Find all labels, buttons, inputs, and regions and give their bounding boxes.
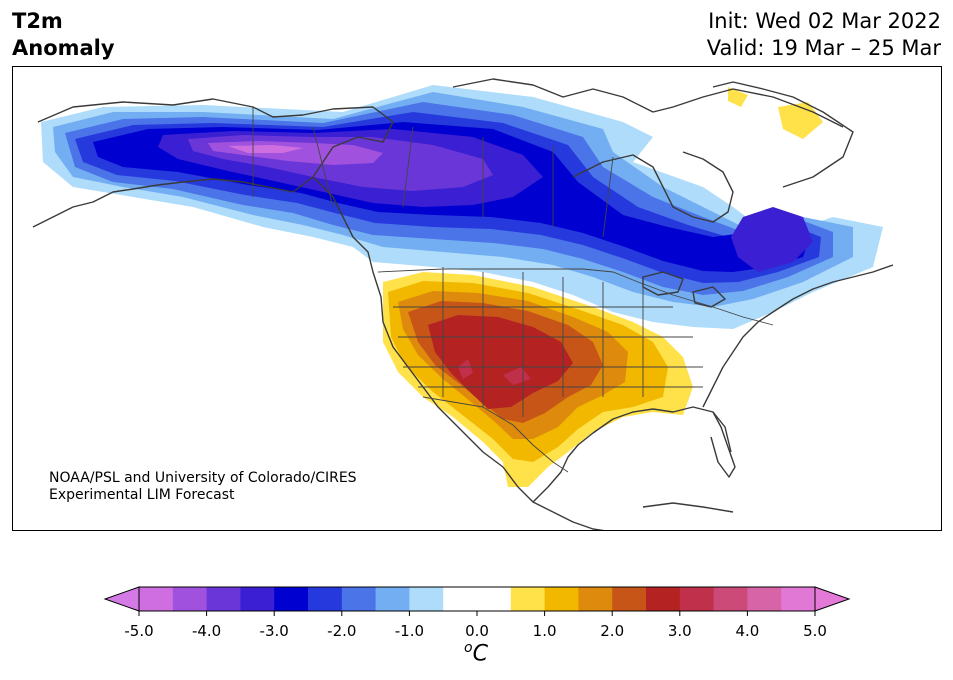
colorbar-segment bbox=[612, 587, 647, 611]
colorbar-segment bbox=[341, 587, 377, 611]
init-date: Init: Wed 02 Mar 2022 bbox=[708, 9, 941, 33]
colorbar-segment bbox=[375, 587, 410, 611]
unit-base: C bbox=[472, 641, 488, 667]
warm-core bbox=[458, 359, 473, 379]
colorbar-segment bbox=[713, 587, 748, 611]
colorbar-extend-low bbox=[103, 586, 140, 612]
arctic-islands bbox=[452, 78, 844, 128]
credit-text: NOAA/PSL and University of Colorado/CIRE… bbox=[49, 470, 357, 504]
cold-core bbox=[228, 145, 303, 153]
colorbar-segment bbox=[646, 587, 681, 611]
colorbar-segment bbox=[781, 587, 816, 611]
warm-anomaly-shading bbox=[383, 87, 823, 487]
florida bbox=[710, 411, 736, 478]
atlantic-coast bbox=[702, 264, 894, 408]
alaska-coast bbox=[32, 98, 394, 228]
colorbar-extend-high bbox=[814, 586, 851, 612]
colorbar-unit: oC bbox=[464, 640, 488, 666]
us-canada-border bbox=[377, 268, 774, 326]
colorbar-tick-label: 3.0 bbox=[667, 622, 692, 640]
political-borders bbox=[252, 107, 774, 473]
colorbar-segment bbox=[240, 587, 275, 611]
colorbar-segment bbox=[544, 587, 579, 611]
colorbar-segment bbox=[443, 587, 478, 611]
colorbar-segment bbox=[510, 587, 546, 611]
colorbar-segment bbox=[679, 587, 715, 611]
caribbean bbox=[642, 502, 734, 513]
credit-line-1: NOAA/PSL and University of Colorado/CIRE… bbox=[49, 470, 357, 486]
colorbar-tick-label: -5.0 bbox=[124, 622, 154, 640]
map-title: T2m Anomaly bbox=[12, 8, 115, 62]
warm-core-2 bbox=[503, 367, 531, 385]
province-lines bbox=[252, 107, 614, 238]
warm-greenland bbox=[728, 87, 748, 107]
forecast-info: Init: Wed 02 Mar 2022 Valid: 19 Mar – 25… bbox=[707, 8, 941, 62]
credit-line-2: Experimental LIM Forecast bbox=[49, 487, 235, 503]
valid-period: Valid: 19 Mar – 25 Mar bbox=[706, 36, 941, 60]
title-line-1: T2m bbox=[12, 9, 63, 33]
colorbar-tick-label: 2.0 bbox=[600, 622, 625, 640]
mexico-coast bbox=[552, 511, 605, 530]
hudson-bay bbox=[572, 151, 734, 223]
gulf-coast bbox=[532, 406, 732, 503]
warm-band-5 bbox=[428, 315, 573, 409]
colorbar-tick-label: 1.0 bbox=[532, 622, 557, 640]
colorbar-segment bbox=[206, 587, 241, 611]
colorbar-tick-label: -1.0 bbox=[394, 622, 425, 640]
colorbar-segment bbox=[747, 587, 782, 611]
coastlines bbox=[32, 78, 894, 530]
anomaly-map: NOAA/PSL and University of Colorado/CIRE… bbox=[12, 66, 942, 531]
colorbar-segment bbox=[477, 587, 512, 611]
greenland-coast bbox=[712, 81, 854, 188]
map-canvas bbox=[32, 78, 894, 530]
us-mexico-border bbox=[422, 396, 569, 473]
cold-labrador bbox=[731, 207, 813, 272]
unit-superscript: o bbox=[464, 640, 473, 656]
colorbar-tick-label: -3.0 bbox=[259, 622, 289, 640]
colorbar-tick-label: 0.0 bbox=[465, 622, 489, 640]
colorbar-segment bbox=[578, 587, 613, 611]
cold-anomaly-shading bbox=[41, 85, 883, 329]
colorbar-tick-label: 4.0 bbox=[735, 622, 760, 640]
colorbar-segment bbox=[172, 587, 208, 611]
colorbar-segment bbox=[274, 587, 309, 611]
colorbar-segment bbox=[308, 587, 343, 611]
colorbar-tick-label: -2.0 bbox=[327, 622, 357, 640]
title-line-2: Anomaly bbox=[12, 36, 115, 60]
state-lines bbox=[393, 267, 703, 417]
colorbar-tick-label: 5.0 bbox=[803, 622, 827, 640]
colorbar-segment bbox=[139, 587, 174, 611]
colorbar-segment bbox=[409, 587, 444, 611]
colorbar-tick-label: -4.0 bbox=[191, 622, 222, 640]
